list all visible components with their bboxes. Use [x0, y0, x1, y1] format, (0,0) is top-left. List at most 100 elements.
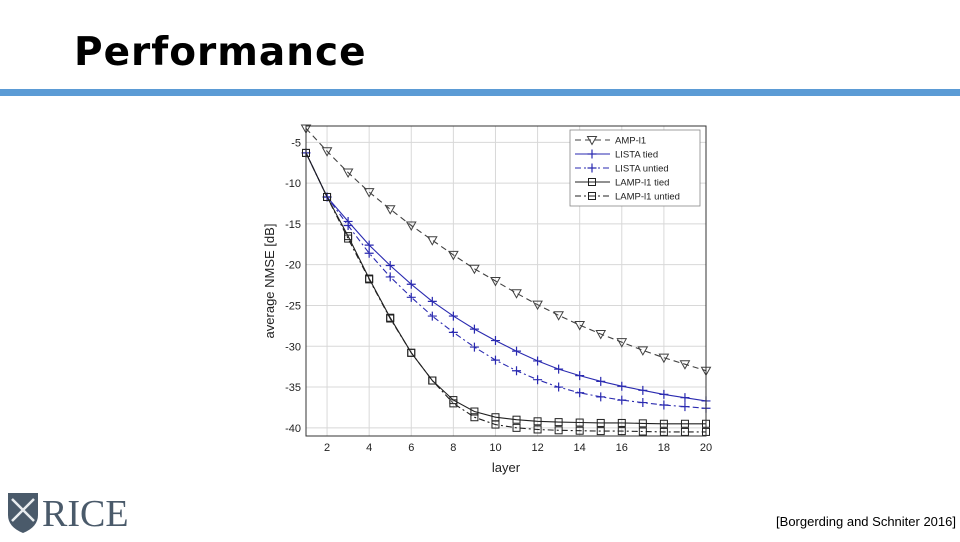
data-point [406, 279, 416, 289]
y-tick-label: -5 [291, 137, 301, 149]
chart-svg: 2 4 6 8 10 12 14 16 18 20-5-10-15-20-25-30-35-40 … [262, 124, 712, 475]
x-tick-label: 18 [658, 442, 670, 454]
data-point [427, 311, 437, 321]
data-point [586, 136, 598, 146]
data-point [533, 356, 543, 366]
data-point [532, 300, 543, 311]
data-point [617, 418, 626, 427]
data-point [407, 348, 416, 357]
data-point [385, 261, 395, 270]
data-point [659, 427, 668, 436]
chart-legend: AMP-l1 LISTA tied LISTA untied LAMP-l1 tied… [569, 129, 701, 207]
legend-item: AMP-l1 [575, 136, 646, 147]
data-point [343, 221, 353, 231]
legend-label: AMP-l1 [615, 136, 646, 147]
data-point [595, 330, 607, 340]
data-point [342, 168, 354, 179]
series-lista-tied [301, 148, 711, 406]
data-point [587, 163, 597, 173]
data-point [596, 392, 606, 402]
data-point [491, 420, 500, 429]
nmse-chart: 2 4 6 8 10 12 14 16 18 20 -5 -10 -15 -20 -25 -30 -35 -40 … [262, 118, 722, 482]
data-point [659, 400, 669, 410]
legend-item: LISTA tied [575, 149, 658, 161]
legend-item: LAMP-l1 tied [575, 178, 669, 189]
data-point [658, 353, 670, 364]
data-point [469, 324, 479, 334]
x-tick-label: 6 [408, 442, 414, 454]
y-tick-label: -25 [285, 300, 301, 312]
data-point [680, 427, 689, 436]
x-axis-label: layer [492, 460, 521, 475]
data-point [596, 418, 605, 427]
data-point [384, 205, 396, 215]
data-point [554, 426, 563, 435]
citation: [Borgerding and Schniter 2016] [776, 514, 956, 529]
data-point [448, 250, 459, 261]
title-divider [0, 89, 960, 96]
series-line [305, 152, 706, 433]
data-point [406, 292, 416, 302]
x-tick-label: 8 [450, 442, 456, 454]
x-tick-label: 20 [700, 442, 712, 454]
data-point [638, 398, 648, 408]
data-point [575, 426, 584, 435]
data-point [637, 346, 649, 356]
data-point [638, 385, 648, 395]
data-point [554, 382, 564, 392]
data-point [512, 346, 522, 356]
data-point [470, 413, 479, 422]
data-point [511, 289, 522, 299]
data-point [554, 364, 564, 374]
legend-item: LISTA untied [575, 163, 669, 175]
data-point [386, 314, 395, 323]
data-point [321, 147, 333, 157]
data-point [363, 188, 375, 198]
data-point [300, 124, 312, 134]
data-point [596, 427, 605, 436]
data-point [617, 381, 627, 391]
chart-series [300, 124, 712, 436]
y-tick-label: -40 [285, 423, 301, 435]
data-point [596, 376, 606, 386]
x-tick-label: 2 [324, 442, 330, 454]
data-point [575, 371, 585, 381]
data-point [679, 360, 691, 370]
y-axis-label: average NMSE [dB] [262, 224, 277, 339]
data-point [385, 272, 395, 282]
y-tick-label: -10 [285, 178, 301, 190]
data-point [490, 336, 500, 346]
x-tick-label: 12 [531, 442, 543, 454]
data-point [616, 338, 628, 348]
data-point [574, 321, 586, 331]
rice-logo: RICE [2, 485, 142, 537]
x-tick-label: 16 [616, 442, 628, 454]
data-point [680, 419, 689, 428]
data-point [426, 236, 438, 246]
logo-wordmark: RICE [42, 493, 129, 535]
legend-label: LAMP-l1 untied [615, 192, 680, 203]
chart-ticks: 2 4 6 8 10 12 14 16 18 20 -5 -10 -15 -20 -25 -30 -35 -40 [285, 137, 712, 454]
data-point [617, 427, 626, 436]
data-point [364, 240, 374, 250]
data-point [575, 388, 585, 398]
y-tick-label: -30 [285, 341, 301, 353]
x-tick-label: 4 [366, 442, 372, 454]
data-point [427, 296, 437, 306]
data-point [469, 342, 479, 352]
x-tick-label: 10 [489, 442, 501, 454]
chart-grid [306, 126, 707, 436]
data-point [575, 418, 584, 427]
data-point [638, 419, 647, 428]
data-point [405, 221, 417, 232]
data-point [512, 415, 521, 424]
data-point [588, 192, 596, 200]
data-point [553, 311, 564, 321]
legend-label: LISTA untied [615, 164, 669, 175]
data-point [554, 418, 563, 427]
y-tick-label: -35 [285, 382, 301, 394]
data-point [680, 393, 690, 403]
data-point [449, 399, 458, 408]
data-point [344, 234, 353, 243]
series-lamp-l1-untied [302, 148, 710, 436]
